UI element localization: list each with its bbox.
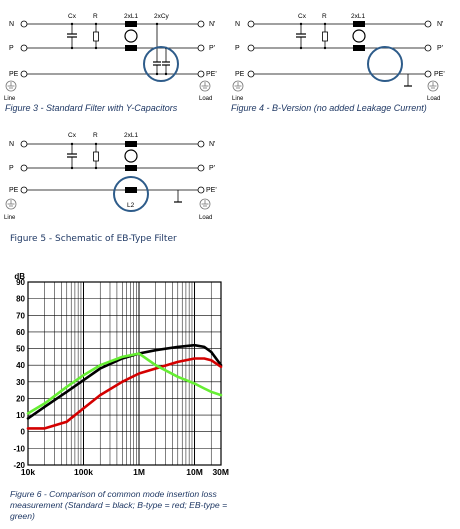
- highlight-circle: [367, 46, 403, 82]
- y-axis-unit-label: dB: [14, 272, 25, 281]
- y-tick-label: 40: [16, 361, 25, 370]
- common-mode-choke: [124, 141, 138, 171]
- x-tick-label: 100k: [74, 467, 93, 477]
- common-mode-choke: [124, 21, 138, 51]
- ground-icon-line: [5, 80, 17, 92]
- r-label: R: [93, 132, 98, 139]
- line-label-pe-prime: PE': [206, 187, 217, 194]
- ground-icon-load: [427, 80, 439, 92]
- line-label-pe-prime: PE': [434, 71, 445, 78]
- line-label-n: N: [9, 21, 14, 28]
- common-mode-choke: [352, 21, 366, 51]
- ground-icon-load: [199, 80, 211, 92]
- l2-label: L2: [127, 202, 135, 209]
- cx-label: Cx: [68, 13, 77, 20]
- y-capacitors: [153, 22, 170, 76]
- l1-label: 2xL1: [124, 132, 138, 139]
- insertion-loss-chart: 90 80 70 60 50 40 30 20 10 0 -10 -20 10k 100k 1M 10M 30…: [13, 272, 229, 477]
- x-tick-label: 1M: [133, 467, 145, 477]
- x-tick-label: 10M: [186, 467, 203, 477]
- cy-label: 2xCy: [154, 13, 170, 20]
- highlight-circle: [113, 176, 149, 212]
- line-label-p: P: [9, 165, 14, 172]
- r-label: R: [322, 13, 327, 20]
- line-label-pe: PE: [9, 187, 19, 194]
- plot-area: [27, 281, 222, 466]
- figure5-caption: Figure 5 - Schematic of EB-Type Filter: [10, 234, 177, 244]
- cx-capacitor: [296, 22, 306, 50]
- line-end-label: Line: [232, 96, 244, 102]
- l1-label: 2xL1: [351, 13, 365, 20]
- y-tick-label: 10: [16, 411, 25, 420]
- line-label-n: N: [9, 141, 14, 148]
- cx-capacitor: [67, 142, 77, 170]
- ground-icon-line: [5, 198, 17, 210]
- line-label-pe: PE: [235, 71, 245, 78]
- y-tick-label: 60: [16, 328, 25, 337]
- cx-label: Cx: [68, 132, 77, 139]
- load-end-label: Load: [199, 96, 212, 102]
- line-label-p-prime: P': [209, 45, 215, 52]
- figure3-schematic: N P PE N' P' PE' Cx R 2xL1 2xCy: [4, 13, 217, 102]
- figure3-caption: Figure 3 - Standard Filter with Y-Capaci…: [5, 103, 178, 113]
- ground-icon-line: [232, 80, 244, 92]
- resistor: [93, 22, 99, 50]
- x-tick-label: 10k: [21, 467, 35, 477]
- y-tick-label: -10: [13, 444, 25, 453]
- figure4-caption: Figure 4 - B-Version (no added Leakage C…: [231, 103, 427, 113]
- line-label-pe: PE: [9, 71, 19, 78]
- figure4-schematic: N P PE N' P' PE' Cx R 2xL1: [232, 13, 445, 102]
- l1-label: 2xL1: [124, 13, 138, 20]
- line-label-p: P: [235, 45, 240, 52]
- line-label-n-prime: N': [437, 21, 443, 28]
- series-line-3: [26, 352, 223, 415]
- figure6-caption: Figure 6 - Comparison of common mode ins…: [10, 489, 228, 521]
- chart-series: [26, 343, 223, 430]
- y-tick-label: -20: [13, 461, 25, 470]
- y-tick-label: 80: [16, 295, 25, 304]
- load-end-label: Load: [199, 215, 212, 221]
- r-label: R: [93, 13, 98, 20]
- cx-label: Cx: [298, 13, 307, 20]
- line-label-n: N: [235, 21, 240, 28]
- line-end-label: Line: [4, 215, 16, 221]
- line-label-p-prime: P': [437, 45, 443, 52]
- load-end-label: Load: [427, 96, 440, 102]
- y-tick-label: 0: [21, 428, 26, 437]
- pe-stub: [404, 74, 412, 87]
- x-tick-label: 30M: [212, 467, 229, 477]
- ground-icon-load: [199, 198, 211, 210]
- resistor: [322, 22, 328, 50]
- line-label-pe-prime: PE': [206, 71, 217, 78]
- y-tick-label: 30: [16, 378, 25, 387]
- line-end-label: Line: [4, 96, 16, 102]
- y-tick-label: 20: [16, 394, 25, 403]
- y-tick-labels: 90 80 70 60 50 40 30 20 10 0 -10 -20: [13, 278, 25, 470]
- line-label-n-prime: N': [209, 21, 215, 28]
- highlight-circle: [143, 46, 179, 82]
- resistor: [93, 142, 99, 170]
- x-tick-labels: 10k 100k 1M 10M 30M: [21, 467, 229, 477]
- line-label-p-prime: P': [209, 165, 215, 172]
- line-label-p: P: [9, 45, 14, 52]
- l2-choke: [125, 187, 137, 193]
- y-tick-label: 50: [16, 345, 25, 354]
- pe-stub: [174, 190, 182, 203]
- series-line-2: [26, 357, 223, 430]
- cx-capacitor: [67, 22, 77, 50]
- figure5-schematic: N P PE N' P' PE' Cx R 2xL1 L2: [4, 132, 217, 221]
- y-tick-label: 90: [16, 278, 25, 287]
- y-tick-label: 70: [16, 311, 25, 320]
- line-label-n-prime: N': [209, 141, 215, 148]
